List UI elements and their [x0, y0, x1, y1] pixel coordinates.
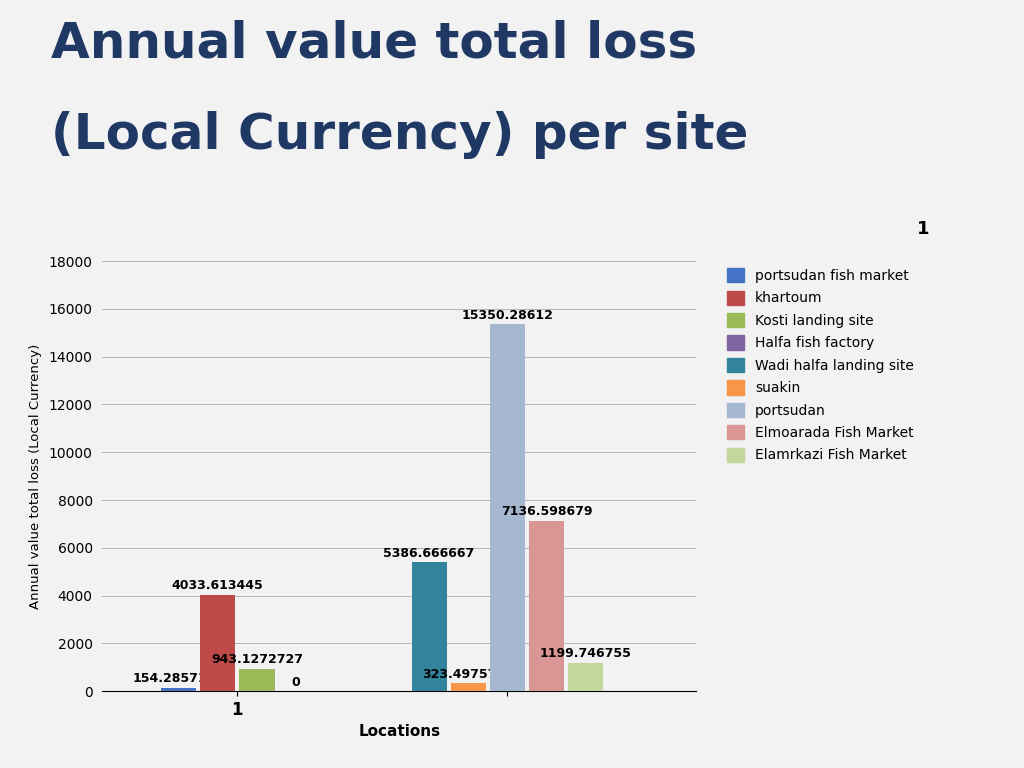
Text: 4033.613445: 4033.613445 [172, 579, 264, 592]
Text: 15350.28612: 15350.28612 [462, 309, 553, 322]
Text: 7136.598679: 7136.598679 [501, 505, 592, 518]
Bar [451, 684, 485, 691]
X-axis label: Locations: Locations [358, 724, 440, 740]
Text: 154.2857143: 154.2857143 [133, 672, 224, 684]
Text: (Local Currency) per site: (Local Currency) per site [51, 111, 749, 160]
Y-axis label: Annual value total loss (Local Currency): Annual value total loss (Local Currency) [29, 343, 42, 609]
Text: 0: 0 [292, 677, 300, 690]
Text: 943.1272727: 943.1272727 [211, 653, 303, 666]
Bar [201, 595, 236, 691]
Text: Annual value total loss: Annual value total loss [51, 19, 697, 68]
Legend: portsudan fish market, khartoum, Kosti landing site, Halfa fish factory, Wadi ha: portsudan fish market, khartoum, Kosti l… [727, 268, 913, 462]
Bar [161, 687, 197, 691]
Text: 1: 1 [918, 220, 930, 238]
Bar [568, 663, 603, 691]
Bar [529, 521, 564, 691]
Text: 1199.746755: 1199.746755 [540, 647, 632, 660]
Text: 323.4975714: 323.4975714 [422, 667, 514, 680]
Bar [489, 324, 525, 691]
Bar [412, 562, 446, 691]
Text: 5386.666667: 5386.666667 [383, 547, 475, 560]
Bar [240, 669, 274, 691]
